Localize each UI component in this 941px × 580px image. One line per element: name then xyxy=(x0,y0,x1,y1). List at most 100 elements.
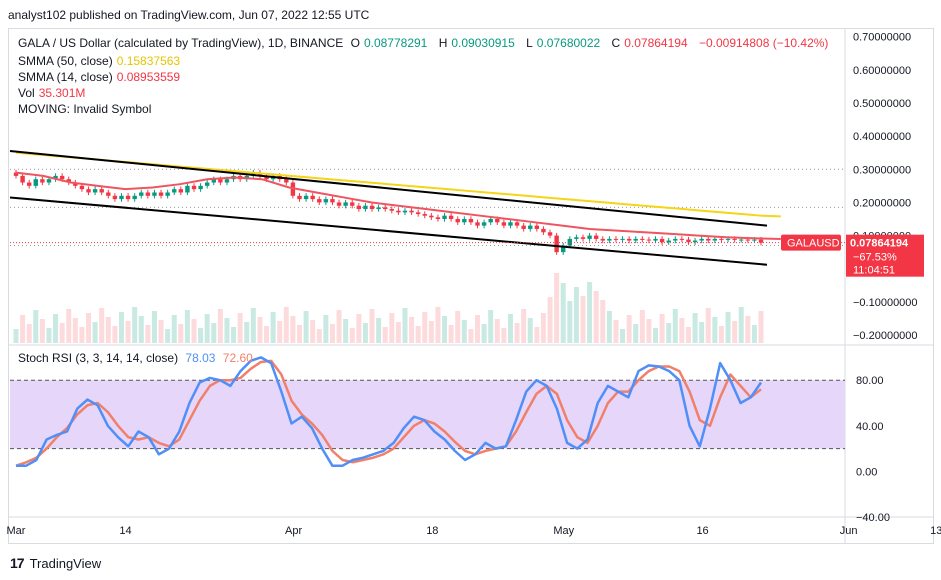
footer-brand[interactable]: 17 TradingView xyxy=(10,555,101,571)
volume-bar xyxy=(118,312,124,343)
symbol-badge-text: GALAUSD xyxy=(787,238,840,250)
stoch-k-value: 78.03 xyxy=(185,351,216,365)
volume-bar xyxy=(521,309,527,343)
volume-bar xyxy=(481,324,487,343)
volume-bar xyxy=(105,317,111,343)
vol-legend[interactable]: Vol 35.301M xyxy=(18,86,86,100)
volume-bar xyxy=(343,319,349,343)
candle-body xyxy=(139,192,144,196)
volume-bar xyxy=(277,321,283,343)
symbol-name[interactable]: GALA / US Dollar (calculated by TradingV… xyxy=(18,36,344,50)
candle-body xyxy=(20,175,25,183)
volume-bar xyxy=(540,313,546,343)
volume-bar xyxy=(745,316,751,343)
volume-bar xyxy=(231,327,237,343)
volume-bar xyxy=(620,329,626,343)
candle-body xyxy=(59,175,65,180)
price-tick-label: 0.40000000 xyxy=(853,131,911,143)
vol-value: 35.301M xyxy=(38,86,86,100)
candle-body xyxy=(574,237,579,239)
sma14-legend[interactable]: SMMA (14, close) 0.08953559 xyxy=(18,70,181,84)
volume-bar xyxy=(264,326,270,343)
open-value: 0.08778291 xyxy=(363,36,428,50)
stoch-d-value: 72.60 xyxy=(222,351,253,365)
volume-bar xyxy=(290,316,296,343)
candle-body xyxy=(692,240,698,243)
volume-bar xyxy=(639,310,645,343)
candle-body xyxy=(363,205,368,210)
moving-legend[interactable]: MOVING: Invalid Symbol xyxy=(18,102,152,116)
candle-body xyxy=(73,182,78,186)
candle-body xyxy=(158,192,164,196)
volume-bar xyxy=(72,318,78,343)
time-tick-label: May xyxy=(553,525,574,537)
candle-body xyxy=(323,199,329,203)
candle-body xyxy=(481,222,487,226)
candle-body xyxy=(745,239,751,241)
price-tick-label: −0.20000000 xyxy=(853,330,918,342)
candle-body xyxy=(422,214,427,216)
candle-body xyxy=(178,189,184,193)
low-value: 0.07680022 xyxy=(536,36,601,50)
candle-body xyxy=(508,222,513,226)
volume-bar xyxy=(376,318,382,343)
volume-bar xyxy=(653,328,659,343)
volume-bar xyxy=(389,313,395,343)
stoch-k-line xyxy=(16,356,763,467)
price-badge-value: 0.07864194 xyxy=(850,238,909,250)
volume-bar xyxy=(712,317,718,343)
volume-bar xyxy=(527,318,533,343)
stoch-legend[interactable]: Stoch RSI (3, 3, 14, 14, close) 78.03 72… xyxy=(18,351,253,365)
candle-body xyxy=(284,179,289,183)
volume-bar xyxy=(428,321,434,343)
publisher-line: analyst102 published on TradingView.com,… xyxy=(8,8,370,22)
candle-body xyxy=(125,195,131,200)
volume-bar xyxy=(732,321,738,343)
candle-body xyxy=(402,210,408,213)
candle-body xyxy=(435,217,441,219)
sma14-value: 0.08953559 xyxy=(116,70,181,84)
candle-body xyxy=(33,179,38,186)
price-tick-label: 0.60000000 xyxy=(853,65,911,77)
volume-bar xyxy=(600,300,606,343)
candle-body xyxy=(356,205,362,210)
candle-body xyxy=(369,205,375,210)
volume-bar xyxy=(369,309,375,343)
stoch-tick-label: 0.00 xyxy=(856,466,877,478)
volume-bar xyxy=(250,308,256,343)
candle-body xyxy=(659,238,665,243)
volume-bar xyxy=(59,323,65,343)
sma50-legend[interactable]: SMMA (50, close) 0.15837563 xyxy=(18,54,181,68)
volume-bar xyxy=(296,325,302,343)
candle-body xyxy=(165,192,170,196)
volume-bar xyxy=(475,315,481,343)
candle-body xyxy=(191,185,197,190)
candle-body xyxy=(626,238,632,241)
volume-bar xyxy=(26,324,32,343)
sma14-line xyxy=(15,171,781,241)
volume-bar xyxy=(316,329,322,343)
volume-bar xyxy=(20,315,26,343)
candle-body xyxy=(310,195,315,200)
candle-body xyxy=(218,179,223,183)
stoch-tick-label: −40.00 xyxy=(856,512,890,524)
candle-body xyxy=(633,238,638,241)
price-badge-countdown: 11:04:51 xyxy=(853,265,895,277)
volume-bar xyxy=(402,308,408,343)
volume-bar xyxy=(191,319,197,343)
stoch-d-line xyxy=(15,359,762,467)
volume-bar xyxy=(494,319,500,343)
candle-body xyxy=(350,202,355,206)
volume-bar xyxy=(679,318,685,343)
time-tick-label: 14 xyxy=(119,525,131,537)
candle-body xyxy=(653,238,658,241)
time-tick-label: 16 xyxy=(696,525,708,537)
volume-bar xyxy=(283,307,289,343)
volume-bar xyxy=(409,317,415,343)
volume-bar xyxy=(422,312,428,343)
candle-body xyxy=(495,219,500,223)
candle-body xyxy=(389,209,394,211)
candle-body xyxy=(501,222,507,226)
candle-body xyxy=(86,189,91,193)
